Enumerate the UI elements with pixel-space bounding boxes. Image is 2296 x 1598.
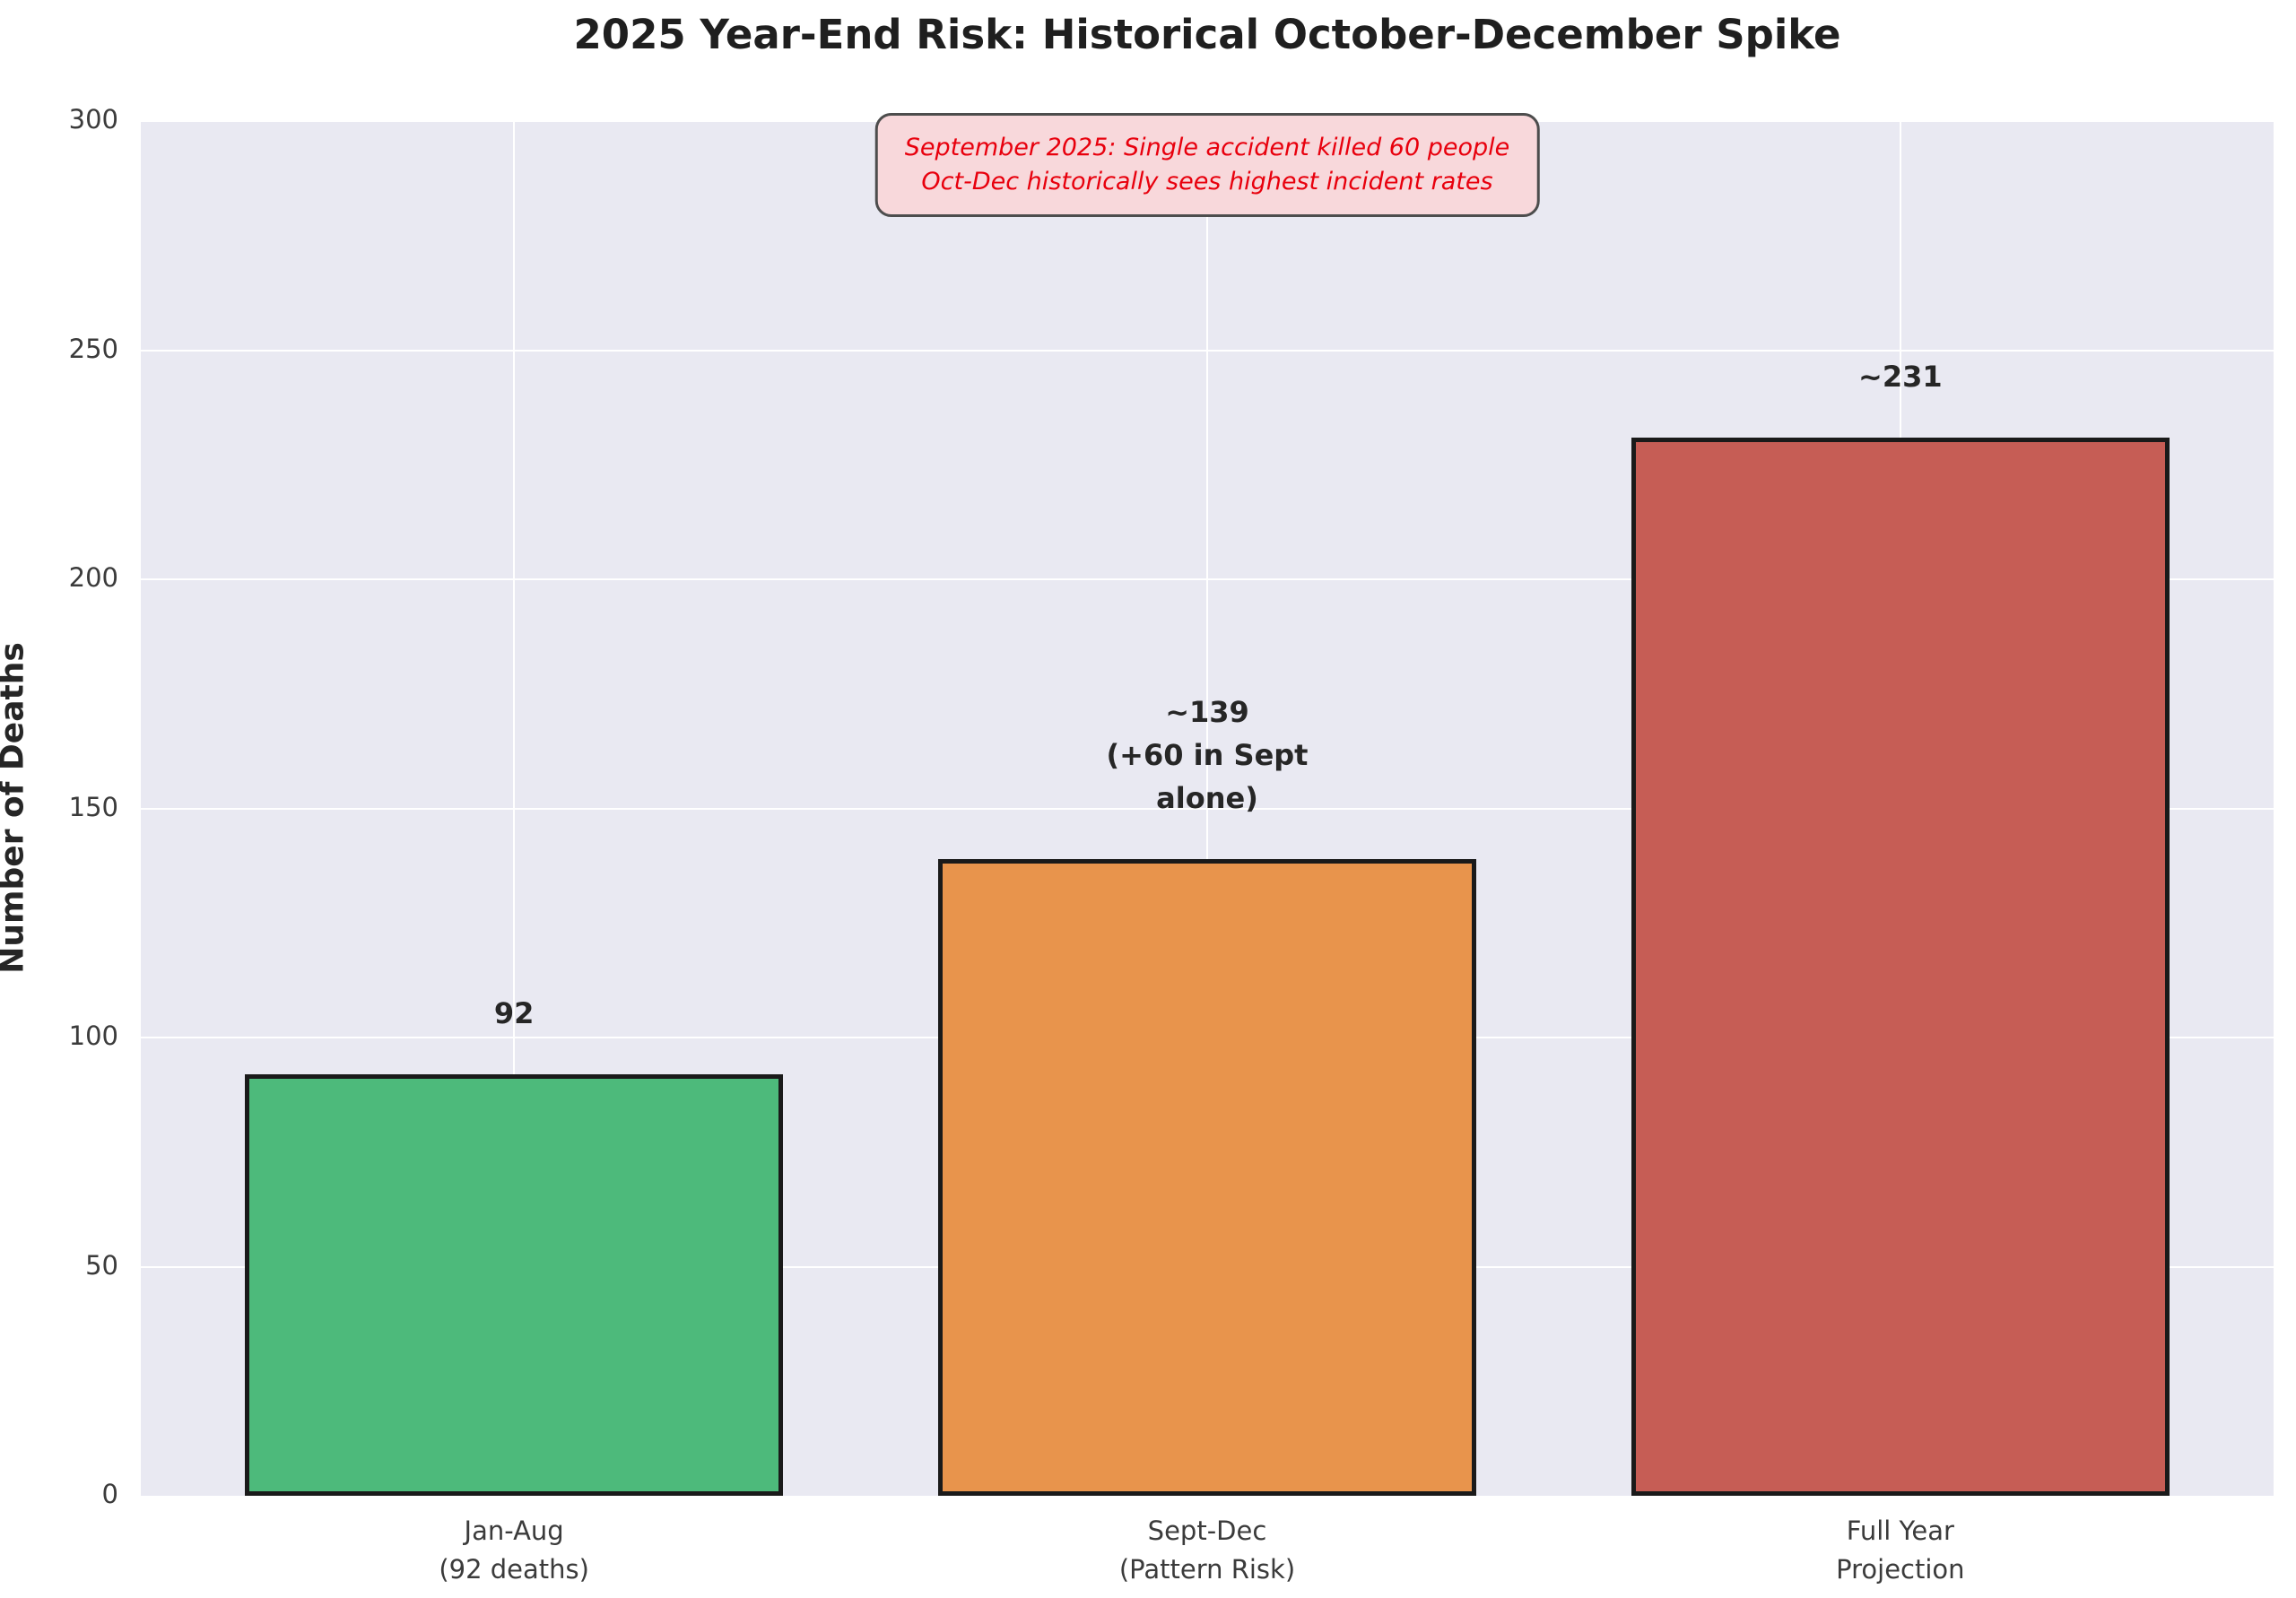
y-tick-label: 250: [68, 333, 118, 364]
annotation-text: September 2025: Single accident killed 6…: [904, 134, 1510, 195]
y-tick-label: 50: [85, 1249, 118, 1281]
annotation-box: September 2025: Single accident killed 6…: [874, 113, 1540, 217]
bar-1: [938, 858, 1476, 1496]
y-tick-label: 200: [68, 562, 118, 593]
x-tick-label: Sept-Dec (Pattern Risk): [1118, 1515, 1296, 1585]
plot-area: 92 ~139 (+60 in Sept alone) ~231: [141, 120, 2274, 1496]
bar-value-label: 92: [493, 995, 535, 1030]
y-tick-label: 300: [68, 104, 118, 135]
bar-2: [1631, 437, 2170, 1496]
bar-value-label: ~139 (+60 in Sept alone): [1106, 694, 1309, 815]
gridline-vertical: [1206, 121, 1208, 1496]
y-tick-label: 150: [68, 791, 118, 822]
x-tick-label: Jan-Aug (92 deaths): [439, 1515, 589, 1585]
x-tick-label: Full Year Projection: [1836, 1515, 1965, 1585]
y-tick-label: 0: [101, 1479, 118, 1509]
bar-0: [245, 1073, 784, 1496]
chart-title: 2025 Year-End Risk: Historical October-D…: [573, 11, 1841, 58]
y-tick-label: 100: [68, 1020, 118, 1051]
gridline-vertical: [513, 121, 516, 1496]
bar-value-label: ~231: [1858, 359, 1943, 394]
